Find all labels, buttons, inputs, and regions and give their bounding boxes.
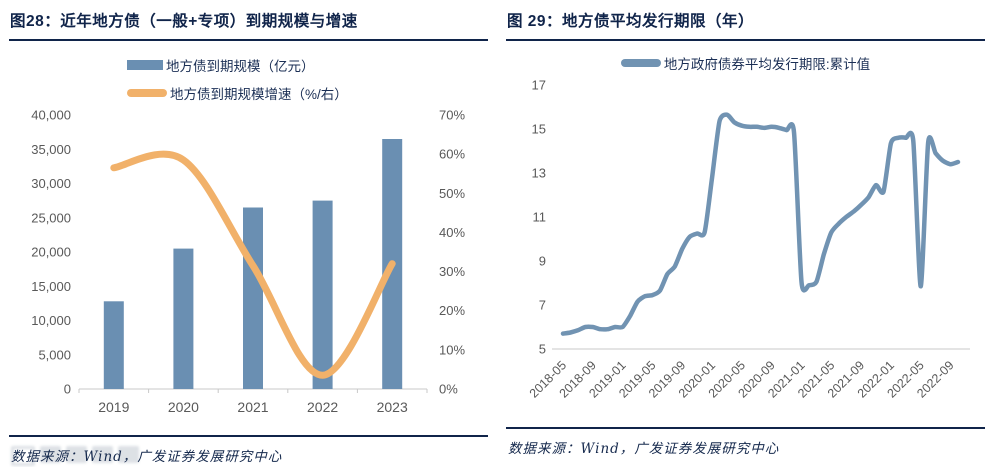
legend-label-growth: 地方债到期规模增速（%/右） — [170, 87, 348, 102]
svg-text:9: 9 — [539, 254, 546, 269]
svg-text:2022: 2022 — [307, 399, 338, 415]
svg-text:20,000: 20,000 — [31, 245, 71, 260]
svg-text:11: 11 — [533, 210, 547, 225]
svg-text:40,000: 40,000 — [31, 108, 71, 123]
svg-text:5,000: 5,000 — [38, 347, 71, 362]
legend-item-scale: 地方债到期规模（亿元） — [127, 55, 488, 75]
svg-text:70%: 70% — [439, 108, 465, 123]
bar-line-chart: 0 5,000 10,000 15,000 20,000 25,000 30,000 35,0… — [31, 108, 465, 416]
svg-text:0%: 0% — [439, 382, 458, 397]
svg-text:17: 17 — [532, 78, 546, 93]
svg-text:50%: 50% — [439, 186, 465, 201]
panel-maturity-chart: 图28：近年地方债（一般+专项）到期规模与增速 地方债到期规模（亿元） 地方债到… — [0, 0, 497, 467]
source-row-right: 数据来源：Wind，广发证券发展研究中心 — [506, 427, 985, 459]
svg-text:30%: 30% — [439, 264, 465, 279]
source-text-right: 数据来源：Wind，广发证券发展研究中心 — [508, 441, 780, 457]
panel-term-chart: 图 29：地方债平均发行期限（年） 地方政府债券平均发行期限:累计值 5 7 9 11… — [497, 0, 994, 465]
chart-title-left: 图28：近年地方债（一般+专项）到期规模与增速 — [9, 6, 488, 41]
source-row-left: 数据来源：Wind，广发证券发展研究中心 — [9, 435, 488, 467]
svg-text:20%: 20% — [439, 303, 465, 318]
svg-text:10,000: 10,000 — [31, 313, 71, 328]
svg-text:10%: 10% — [439, 342, 465, 357]
svg-text:7: 7 — [539, 298, 546, 313]
legend-label-scale: 地方债到期规模（亿元） — [166, 59, 315, 74]
svg-text:0: 0 — [64, 382, 71, 397]
chart-title-right: 图 29：地方债平均发行期限（年） — [506, 6, 985, 41]
line-swatch-icon — [620, 59, 661, 67]
watermark — [11, 446, 139, 466]
svg-text:2019: 2019 — [98, 399, 129, 415]
svg-text:2020: 2020 — [168, 399, 199, 415]
svg-text:15: 15 — [532, 122, 546, 137]
svg-text:2021: 2021 — [237, 399, 268, 415]
svg-text:13: 13 — [532, 166, 546, 181]
svg-text:35,000: 35,000 — [31, 142, 71, 157]
svg-text:25,000: 25,000 — [31, 210, 71, 225]
bar-swatch-icon — [127, 60, 163, 70]
legend-right-chart: 地方政府债券平均发行期限:累计值 — [506, 53, 985, 73]
svg-text:60%: 60% — [439, 147, 465, 162]
svg-text:2023: 2023 — [377, 399, 408, 415]
source-text-left: 数据来源：Wind，广发证券发展研究中心 — [11, 449, 283, 465]
legend-left-chart: 地方债到期规模（亿元） 地方债到期规模增速（%/右） — [127, 55, 488, 103]
line-chart: 579111315172018-052018-092019-012019-052… — [527, 78, 970, 401]
legend-item-growth: 地方债到期规模增速（%/右） — [127, 83, 488, 103]
legend-label-term: 地方政府债券平均发行期限:累计值 — [663, 57, 871, 72]
svg-text:40%: 40% — [439, 225, 465, 240]
svg-text:15,000: 15,000 — [31, 279, 71, 294]
line-swatch-icon — [127, 89, 167, 97]
svg-text:30,000: 30,000 — [31, 176, 71, 191]
svg-text:5: 5 — [539, 342, 546, 357]
